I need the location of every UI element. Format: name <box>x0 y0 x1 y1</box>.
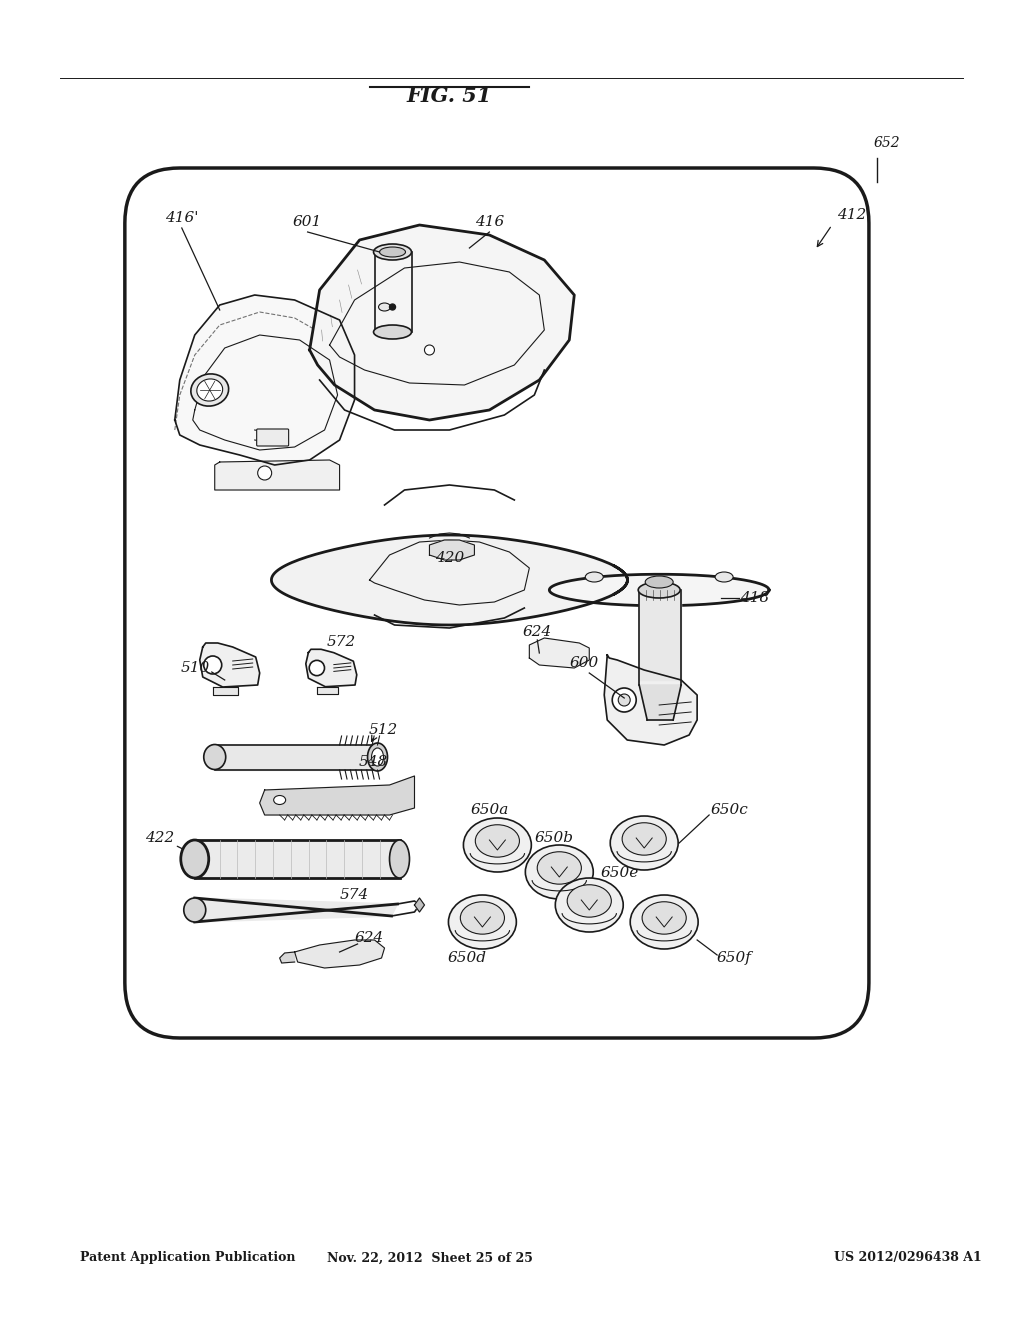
Ellipse shape <box>449 895 516 949</box>
Ellipse shape <box>181 840 209 878</box>
Ellipse shape <box>555 878 624 932</box>
Polygon shape <box>309 224 574 420</box>
Ellipse shape <box>567 884 611 917</box>
FancyBboxPatch shape <box>125 168 869 1038</box>
Text: 650b: 650b <box>535 832 573 845</box>
Ellipse shape <box>645 576 673 587</box>
Polygon shape <box>271 535 628 624</box>
Ellipse shape <box>379 304 390 312</box>
Text: 418: 418 <box>740 591 770 605</box>
Ellipse shape <box>372 748 384 766</box>
Ellipse shape <box>630 895 698 949</box>
Ellipse shape <box>461 902 505 935</box>
Ellipse shape <box>380 247 406 257</box>
Text: 600: 600 <box>569 656 599 671</box>
Text: 416: 416 <box>475 215 504 228</box>
Text: 422: 422 <box>145 832 174 845</box>
Ellipse shape <box>464 818 531 873</box>
Polygon shape <box>316 686 338 693</box>
Ellipse shape <box>368 743 387 771</box>
Ellipse shape <box>610 816 678 870</box>
Polygon shape <box>295 940 385 968</box>
Polygon shape <box>260 776 415 814</box>
Ellipse shape <box>525 845 593 899</box>
Text: FIG. 51: FIG. 51 <box>407 86 493 107</box>
Text: 624: 624 <box>355 931 384 945</box>
Circle shape <box>389 304 395 310</box>
Ellipse shape <box>475 825 519 857</box>
Ellipse shape <box>586 572 603 582</box>
Polygon shape <box>215 744 378 770</box>
Text: 548: 548 <box>358 755 388 770</box>
Text: US 2012/0296438 A1: US 2012/0296438 A1 <box>834 1251 982 1265</box>
Polygon shape <box>429 540 474 560</box>
Polygon shape <box>306 649 356 686</box>
Text: 412: 412 <box>838 209 866 222</box>
Circle shape <box>204 656 222 675</box>
Text: 652: 652 <box>873 136 900 149</box>
Text: 420: 420 <box>435 550 464 565</box>
Ellipse shape <box>538 851 582 884</box>
Polygon shape <box>529 638 589 668</box>
Polygon shape <box>280 952 295 964</box>
Ellipse shape <box>190 374 228 407</box>
Text: 416': 416' <box>165 211 199 224</box>
Polygon shape <box>200 643 260 686</box>
Text: 574: 574 <box>340 888 370 902</box>
FancyBboxPatch shape <box>257 429 289 446</box>
Polygon shape <box>175 294 354 465</box>
Polygon shape <box>549 574 769 606</box>
Ellipse shape <box>204 744 225 770</box>
Polygon shape <box>604 655 697 744</box>
Text: 510: 510 <box>181 661 210 675</box>
Polygon shape <box>639 685 681 719</box>
Polygon shape <box>213 686 238 696</box>
Polygon shape <box>215 459 340 490</box>
Text: 650c: 650c <box>711 803 748 817</box>
Text: 650a: 650a <box>470 803 509 817</box>
Ellipse shape <box>273 796 286 804</box>
Ellipse shape <box>715 572 733 582</box>
Ellipse shape <box>374 244 412 260</box>
Text: 650e: 650e <box>600 866 638 880</box>
Text: Patent Application Publication: Patent Application Publication <box>80 1251 295 1265</box>
Text: 572: 572 <box>327 635 356 649</box>
Text: 512: 512 <box>369 723 398 737</box>
Ellipse shape <box>197 379 222 401</box>
Circle shape <box>612 688 636 711</box>
Text: 650d: 650d <box>447 950 487 965</box>
Polygon shape <box>195 898 397 921</box>
Text: Nov. 22, 2012  Sheet 25 of 25: Nov. 22, 2012 Sheet 25 of 25 <box>327 1251 532 1265</box>
Polygon shape <box>415 898 425 912</box>
Polygon shape <box>639 590 681 680</box>
Ellipse shape <box>374 325 412 339</box>
Ellipse shape <box>623 822 667 855</box>
Polygon shape <box>195 840 399 878</box>
Text: 601: 601 <box>293 215 323 228</box>
Circle shape <box>618 694 630 706</box>
Ellipse shape <box>389 840 410 878</box>
Circle shape <box>258 466 271 480</box>
Ellipse shape <box>642 902 686 935</box>
Circle shape <box>309 660 325 676</box>
Ellipse shape <box>183 898 206 921</box>
Text: 650f: 650f <box>717 950 752 965</box>
Ellipse shape <box>638 582 680 598</box>
Circle shape <box>425 345 434 355</box>
Text: 624: 624 <box>522 624 552 639</box>
